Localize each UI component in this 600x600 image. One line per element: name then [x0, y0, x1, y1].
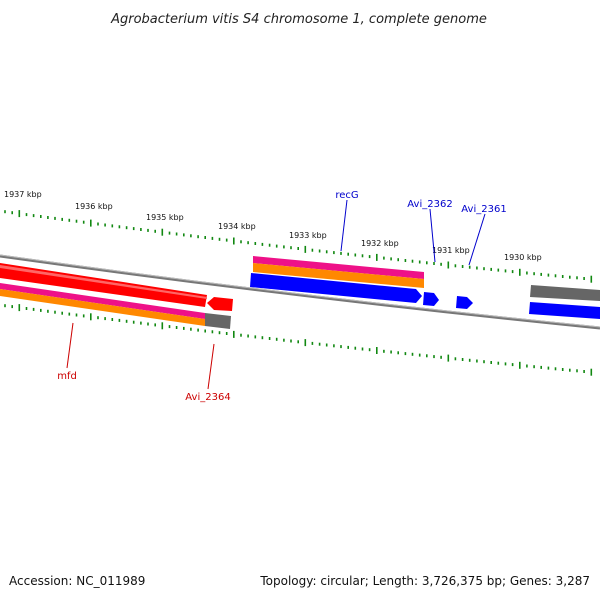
kbp-label-1930: 1930 kbp: [504, 253, 542, 262]
genome-summary-text: Topology: circular; Length: 3,726,375 bp…: [260, 574, 590, 588]
outer-tick-ruler: [4, 210, 593, 283]
kbp-label-1933: 1933 kbp: [289, 231, 327, 240]
recg-pink-band: [253, 256, 424, 279]
avi-2361-leader-line: [468, 213, 486, 266]
right-blue-feature[interactable]: [529, 302, 600, 319]
avi-2362-gene-arrow[interactable]: [423, 292, 439, 306]
accession-text: Accession: NC_011989: [9, 574, 146, 588]
kbp-label-1937: 1937 kbp: [4, 190, 42, 199]
avi-2364-gene-arrow[interactable]: [207, 297, 233, 311]
mfd-orange-band: [0, 289, 205, 326]
avi-2361-gene-arrow[interactable]: [456, 296, 473, 309]
kbp-label-1932: 1932 kbp: [361, 239, 399, 248]
kbp-labels: 1937 kbp 1936 kbp 1935 kbp 1934 kbp 1933…: [4, 190, 542, 262]
kbp-label-1936: 1936 kbp: [75, 202, 113, 211]
gene-label-avi-2364[interactable]: Avi_2364: [185, 392, 230, 403]
avi-2364-leader-line: [207, 343, 215, 390]
gene-label-avi-2361[interactable]: Avi_2361: [461, 204, 506, 215]
mfd-pink-band: [0, 283, 205, 319]
inner-tick-ruler: [4, 304, 593, 376]
map-title: Agrobacterium vitis S4 chromosome 1, com…: [110, 12, 487, 27]
kbp-label-1931: 1931 kbp: [432, 246, 470, 255]
kbp-label-1935: 1935 kbp: [146, 213, 184, 222]
right-grey-feature: [530, 285, 600, 301]
recg-leader-line: [340, 199, 348, 252]
recg-gene-arrow[interactable]: [250, 273, 422, 303]
kbp-label-1934: 1934 kbp: [218, 222, 256, 231]
gene-label-mfd[interactable]: mfd: [57, 371, 77, 382]
genome-backbone-highlight: [0, 254, 600, 328]
avi-2362-leader-line: [429, 208, 436, 263]
mfd-highlight: [0, 265, 207, 299]
avi-2364-grey-feature: [205, 313, 231, 329]
genome-backbone: [0, 254, 600, 330]
mfd-leader-line: [66, 322, 74, 369]
gene-label-avi-2362[interactable]: Avi_2362: [407, 199, 452, 210]
recg-orange-band: [253, 263, 424, 288]
gene-label-recg[interactable]: recG: [335, 190, 358, 201]
